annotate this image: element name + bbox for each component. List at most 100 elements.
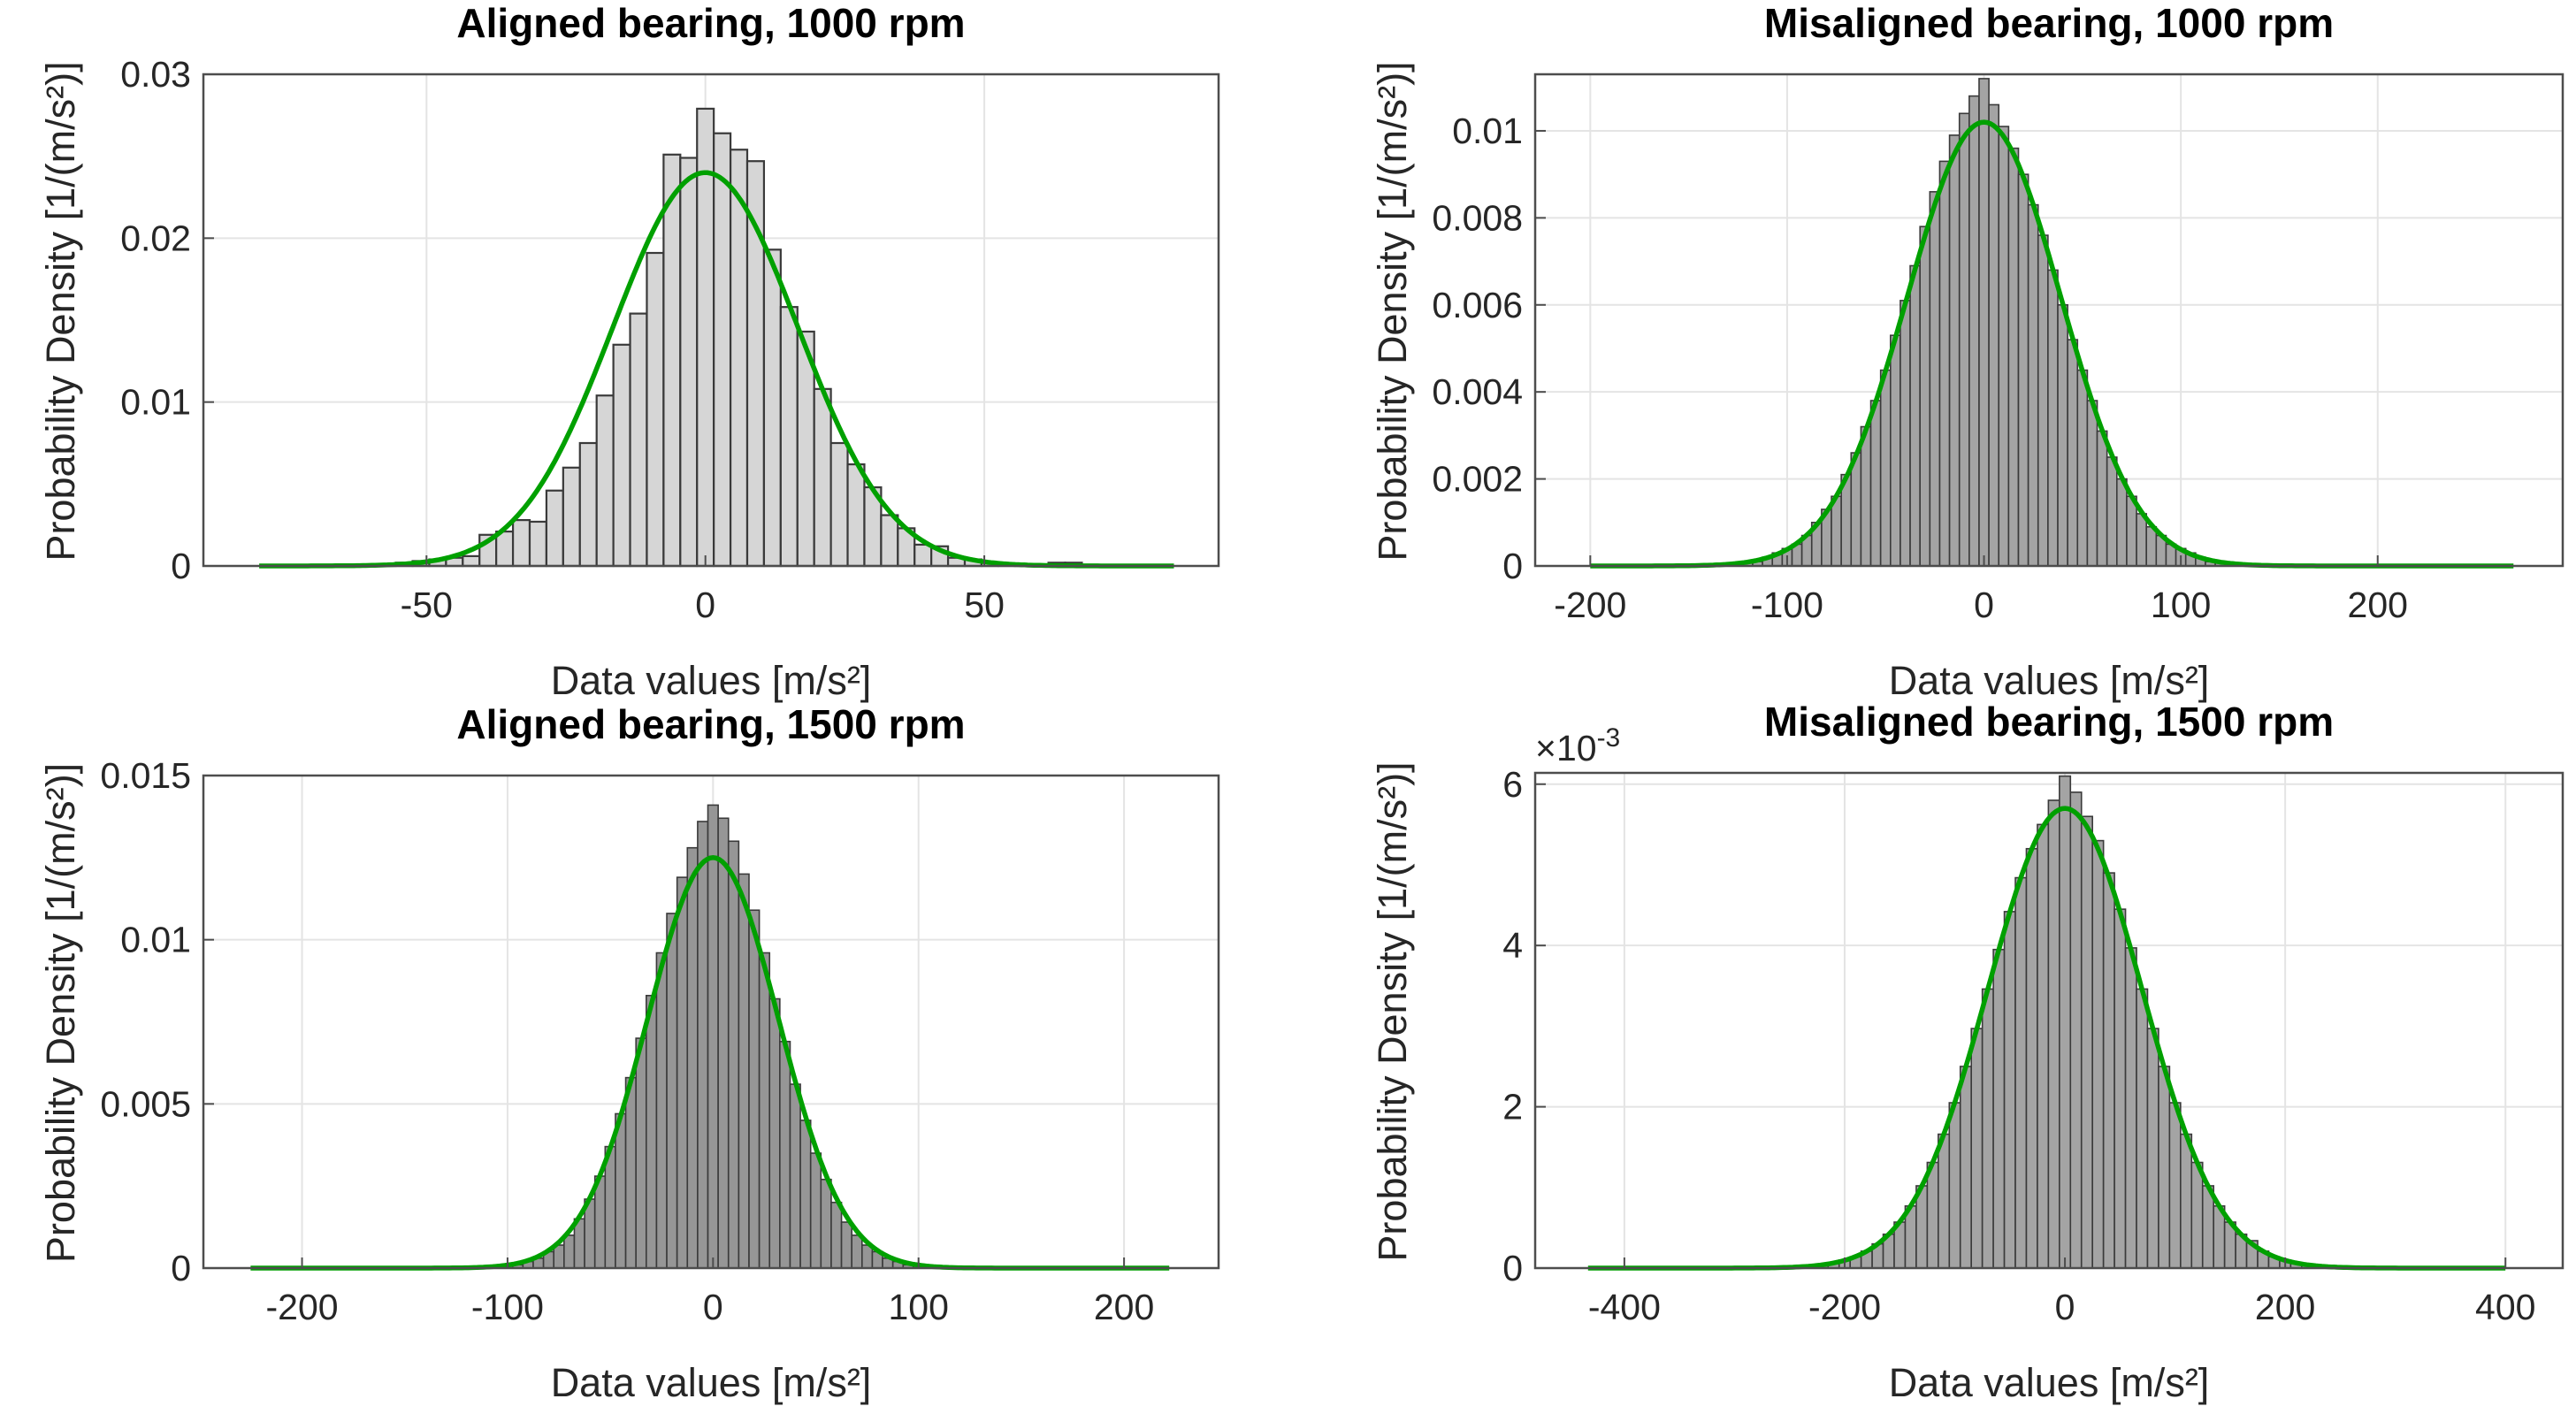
- axes-box: [1533, 771, 2565, 1270]
- histogram-bar: [2037, 234, 2049, 567]
- histogram-bar: [789, 1083, 801, 1269]
- axes-box: [202, 73, 1220, 568]
- histogram-bar: [2025, 847, 2038, 1269]
- subplot-1: -50 0 50 0 0.01 0.02 0.03 Aligned bearing, 1000…: [38, 0, 1220, 703]
- y-tick-label: 2: [1502, 1087, 1523, 1127]
- histogram-bar: [809, 1152, 822, 1269]
- histogram-bar: [2126, 495, 2137, 567]
- histogram-bar: [662, 153, 682, 568]
- histogram-bar: [738, 873, 750, 1269]
- histogram-bar: [2014, 876, 2028, 1269]
- histogram-bar: [1978, 78, 1990, 567]
- histogram-bar: [880, 514, 899, 568]
- histogram-bar: [528, 520, 548, 568]
- x-axis-label: Data values [m/s²]: [551, 658, 872, 703]
- histogram-bar: [2086, 400, 2098, 567]
- histogram-bar: [829, 441, 849, 568]
- histogram-bar: [593, 1175, 607, 1269]
- y-axis-label: Probability Density [1/(m/s²)]: [38, 763, 83, 1263]
- histogram-bar: [1970, 1028, 1984, 1269]
- x-tick-label: 0: [1974, 585, 1994, 625]
- x-tick-label: 100: [2151, 585, 2211, 625]
- y-tick-label: 0: [171, 546, 191, 586]
- histogram-bar: [511, 519, 531, 568]
- y-axis-label: Probability Density [1/(m/s²)]: [1370, 761, 1415, 1261]
- y-tick-label: 0.015: [100, 755, 191, 796]
- y-tick-label: 0: [1502, 546, 1523, 586]
- histogram-bar: [2067, 339, 2079, 567]
- histogram-bar: [2080, 815, 2093, 1269]
- histogram-bar: [1929, 191, 1941, 567]
- subplot-4: -400 -200 0 200 400 0 2 4 6 ×10-3 Misaligned beari…: [1370, 699, 2565, 1405]
- histogram-bar: [2136, 513, 2147, 567]
- histogram-bar: [1831, 495, 1842, 567]
- subplot-title: Misaligned bearing, 1500 rpm: [1764, 699, 2334, 745]
- histogram-bar: [2146, 1028, 2159, 1269]
- y-tick-label: 4: [1502, 925, 1523, 966]
- histogram-bar: [2047, 799, 2060, 1269]
- histogram-bar: [1948, 1102, 1961, 1269]
- histogram-bar: [2007, 147, 2020, 567]
- histogram-bar: [645, 994, 658, 1269]
- histogram-bar: [2102, 872, 2115, 1269]
- histogram-bar: [2069, 791, 2083, 1269]
- histogram-bar: [913, 543, 933, 568]
- x-tick-label: 50: [964, 585, 1005, 625]
- histogram-bar: [1869, 400, 1882, 567]
- histogram-bar: [851, 1234, 863, 1269]
- x-axis-label: Data values [m/s²]: [551, 1360, 872, 1405]
- histogram-bar: [1919, 225, 1931, 567]
- histogram-bar: [1959, 1066, 1972, 1269]
- histogram-bar: [2037, 823, 2050, 1269]
- histogram-bar: [2057, 303, 2068, 567]
- y-axis-label: Probability Density [1/(m/s²)]: [38, 61, 83, 561]
- histogram-bar: [2115, 478, 2128, 567]
- y-tick-label: 0: [171, 1248, 191, 1288]
- histogram-bar: [595, 394, 615, 568]
- histogram-bar: [578, 441, 598, 568]
- histogram-bar: [1926, 1161, 1939, 1269]
- histogram-bar: [727, 840, 740, 1269]
- histogram-bar: [624, 1076, 637, 1269]
- histogram-bar: [2076, 369, 2089, 567]
- x-axis-label: Data values [m/s²]: [1889, 1360, 2210, 1405]
- y-tick-label: 0.002: [1432, 459, 1523, 500]
- subplot-title: Misaligned bearing, 1000 rpm: [1764, 0, 2334, 46]
- axes-box: [202, 774, 1220, 1270]
- histogram-bar: [2180, 1133, 2193, 1269]
- histogram-bar: [2190, 1161, 2204, 1269]
- histogram-bar: [1900, 300, 1911, 567]
- histogram-bar: [813, 387, 832, 568]
- histogram-bar: [686, 846, 699, 1269]
- subplot-title: Aligned bearing, 1000 rpm: [456, 0, 965, 46]
- y-tick-label: 0.03: [120, 54, 191, 95]
- x-tick-label: 200: [1094, 1287, 1154, 1327]
- y-tick-label: 0: [1502, 1248, 1523, 1288]
- histogram-bar: [635, 1037, 647, 1269]
- y-tick-label: 0.01: [1452, 111, 1523, 151]
- histogram-bar: [2168, 1102, 2182, 1269]
- histogram-bar: [2114, 908, 2127, 1269]
- y-tick-label: 0.01: [120, 382, 191, 423]
- histogram-bar: [1938, 160, 1951, 567]
- histogram-bar: [1860, 425, 1872, 567]
- x-tick-label: -50: [401, 585, 453, 625]
- histogram-bar: [729, 149, 749, 568]
- histogram-bar: [2106, 456, 2118, 567]
- histogram-bar: [2136, 988, 2149, 1269]
- histogram-bar: [1968, 95, 1980, 567]
- histogram-bar: [717, 817, 730, 1269]
- y-tick-label: 0.02: [120, 218, 191, 258]
- histogram-bar: [562, 466, 581, 568]
- histogram-bar: [2027, 203, 2039, 567]
- histogram-bar: [713, 132, 732, 568]
- x-tick-label: -100: [471, 1287, 544, 1327]
- x-tick-label: 0: [695, 585, 715, 625]
- normal-fit-line: [259, 170, 1174, 569]
- y-tick-label: 0.008: [1432, 197, 1523, 238]
- histogram-bar: [707, 804, 719, 1269]
- histogram-bar: [495, 530, 515, 568]
- subplot-3: -200 -100 0 100 200 0 0.005 0.01 0.015 Aligned be…: [38, 701, 1220, 1405]
- histogram-bar: [563, 1234, 576, 1269]
